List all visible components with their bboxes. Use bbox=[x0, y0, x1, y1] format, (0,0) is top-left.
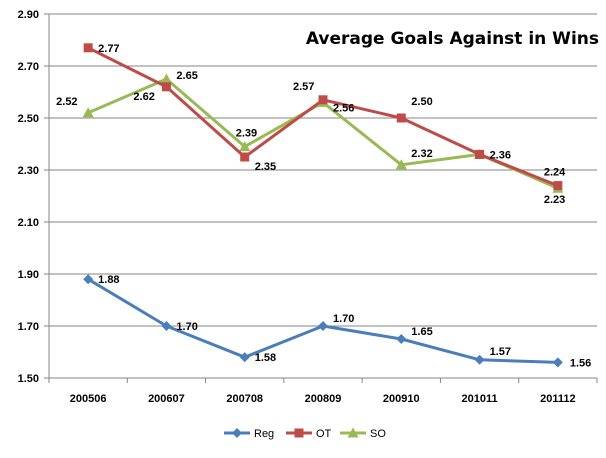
data-point bbox=[474, 354, 485, 365]
series-reg bbox=[83, 274, 563, 368]
data-label: 2.24 bbox=[544, 167, 566, 179]
x-tick-label: 200506 bbox=[70, 393, 107, 405]
legend-marker bbox=[294, 428, 304, 438]
data-label: 2.77 bbox=[98, 43, 119, 55]
data-label: 2.57 bbox=[293, 81, 314, 93]
x-tick-label: 200809 bbox=[305, 393, 342, 405]
y-tick-label: 1.90 bbox=[18, 269, 39, 281]
data-label: 2.32 bbox=[411, 148, 432, 160]
chart-title: Average Goals Against in Wins bbox=[306, 29, 599, 49]
gridlines bbox=[49, 13, 597, 379]
axes: 1.50 1.70 1.90 2.10 2.30 2.50 2.70 2.90 200506 20… bbox=[18, 9, 598, 405]
data-label: 1.58 bbox=[255, 352, 276, 364]
data-point bbox=[396, 334, 407, 344]
x-tick-label: 200910 bbox=[383, 393, 420, 405]
legend-item-so: SO bbox=[340, 427, 386, 440]
y-tick-label: 2.30 bbox=[18, 165, 39, 177]
data-label: 2.56 bbox=[333, 102, 354, 114]
legend-label: Reg bbox=[254, 428, 274, 440]
x-tick-label: 200708 bbox=[226, 393, 263, 405]
y-tick-label: 2.50 bbox=[18, 113, 39, 125]
data-label: 1.88 bbox=[98, 274, 119, 286]
data-label: 2.50 bbox=[411, 96, 432, 108]
data-point bbox=[475, 149, 485, 159]
legend-item-reg: Reg bbox=[224, 428, 274, 440]
data-point bbox=[553, 181, 563, 191]
data-label: 1.65 bbox=[411, 326, 432, 338]
data-label: 2.62 bbox=[133, 91, 154, 103]
legend-label: SO bbox=[370, 428, 386, 440]
data-label: 2.36 bbox=[490, 149, 511, 161]
data-point bbox=[161, 321, 172, 331]
legend: Reg OT SO bbox=[224, 427, 386, 440]
legend-marker bbox=[232, 428, 242, 438]
data-label: 2.23 bbox=[544, 194, 565, 206]
legend-marker bbox=[347, 427, 359, 438]
data-point bbox=[318, 95, 328, 105]
series-ot bbox=[83, 43, 563, 191]
data-label: 1.70 bbox=[176, 321, 197, 333]
data-point bbox=[239, 352, 250, 363]
data-label: 2.52 bbox=[56, 96, 77, 108]
legend-label: OT bbox=[316, 428, 332, 440]
data-point bbox=[83, 43, 93, 53]
y-tick-label: 1.70 bbox=[18, 321, 39, 333]
data-point bbox=[160, 73, 172, 84]
data-label: 2.35 bbox=[255, 161, 276, 173]
data-point bbox=[82, 107, 94, 118]
data-label: 2.65 bbox=[176, 70, 197, 82]
data-point bbox=[239, 141, 251, 152]
y-tick-label: 1.50 bbox=[18, 373, 39, 385]
series-group bbox=[82, 43, 564, 368]
data-point bbox=[552, 357, 563, 368]
data-labels: 1.88 1.70 1.58 1.70 1.65 1.57 1.56 2.77 2.62 2.35… bbox=[56, 43, 591, 370]
data-label: 2.39 bbox=[236, 128, 257, 140]
data-label: 1.57 bbox=[490, 346, 511, 358]
data-point bbox=[395, 159, 407, 170]
data-label: 1.70 bbox=[333, 313, 354, 325]
x-tick-label: 201011 bbox=[462, 393, 498, 405]
data-label: 1.56 bbox=[570, 357, 591, 369]
data-point bbox=[318, 321, 328, 331]
x-tick-label: 200607 bbox=[148, 393, 185, 405]
data-point bbox=[83, 274, 94, 285]
legend-item-ot: OT bbox=[286, 428, 332, 440]
x-tick-label: 201112 bbox=[540, 393, 576, 405]
data-point bbox=[240, 152, 250, 162]
y-tick-label: 2.90 bbox=[18, 9, 39, 21]
y-tick-label: 2.70 bbox=[18, 61, 39, 73]
data-point bbox=[396, 113, 406, 123]
data-point bbox=[161, 82, 171, 92]
y-tick-label: 2.10 bbox=[18, 217, 39, 229]
